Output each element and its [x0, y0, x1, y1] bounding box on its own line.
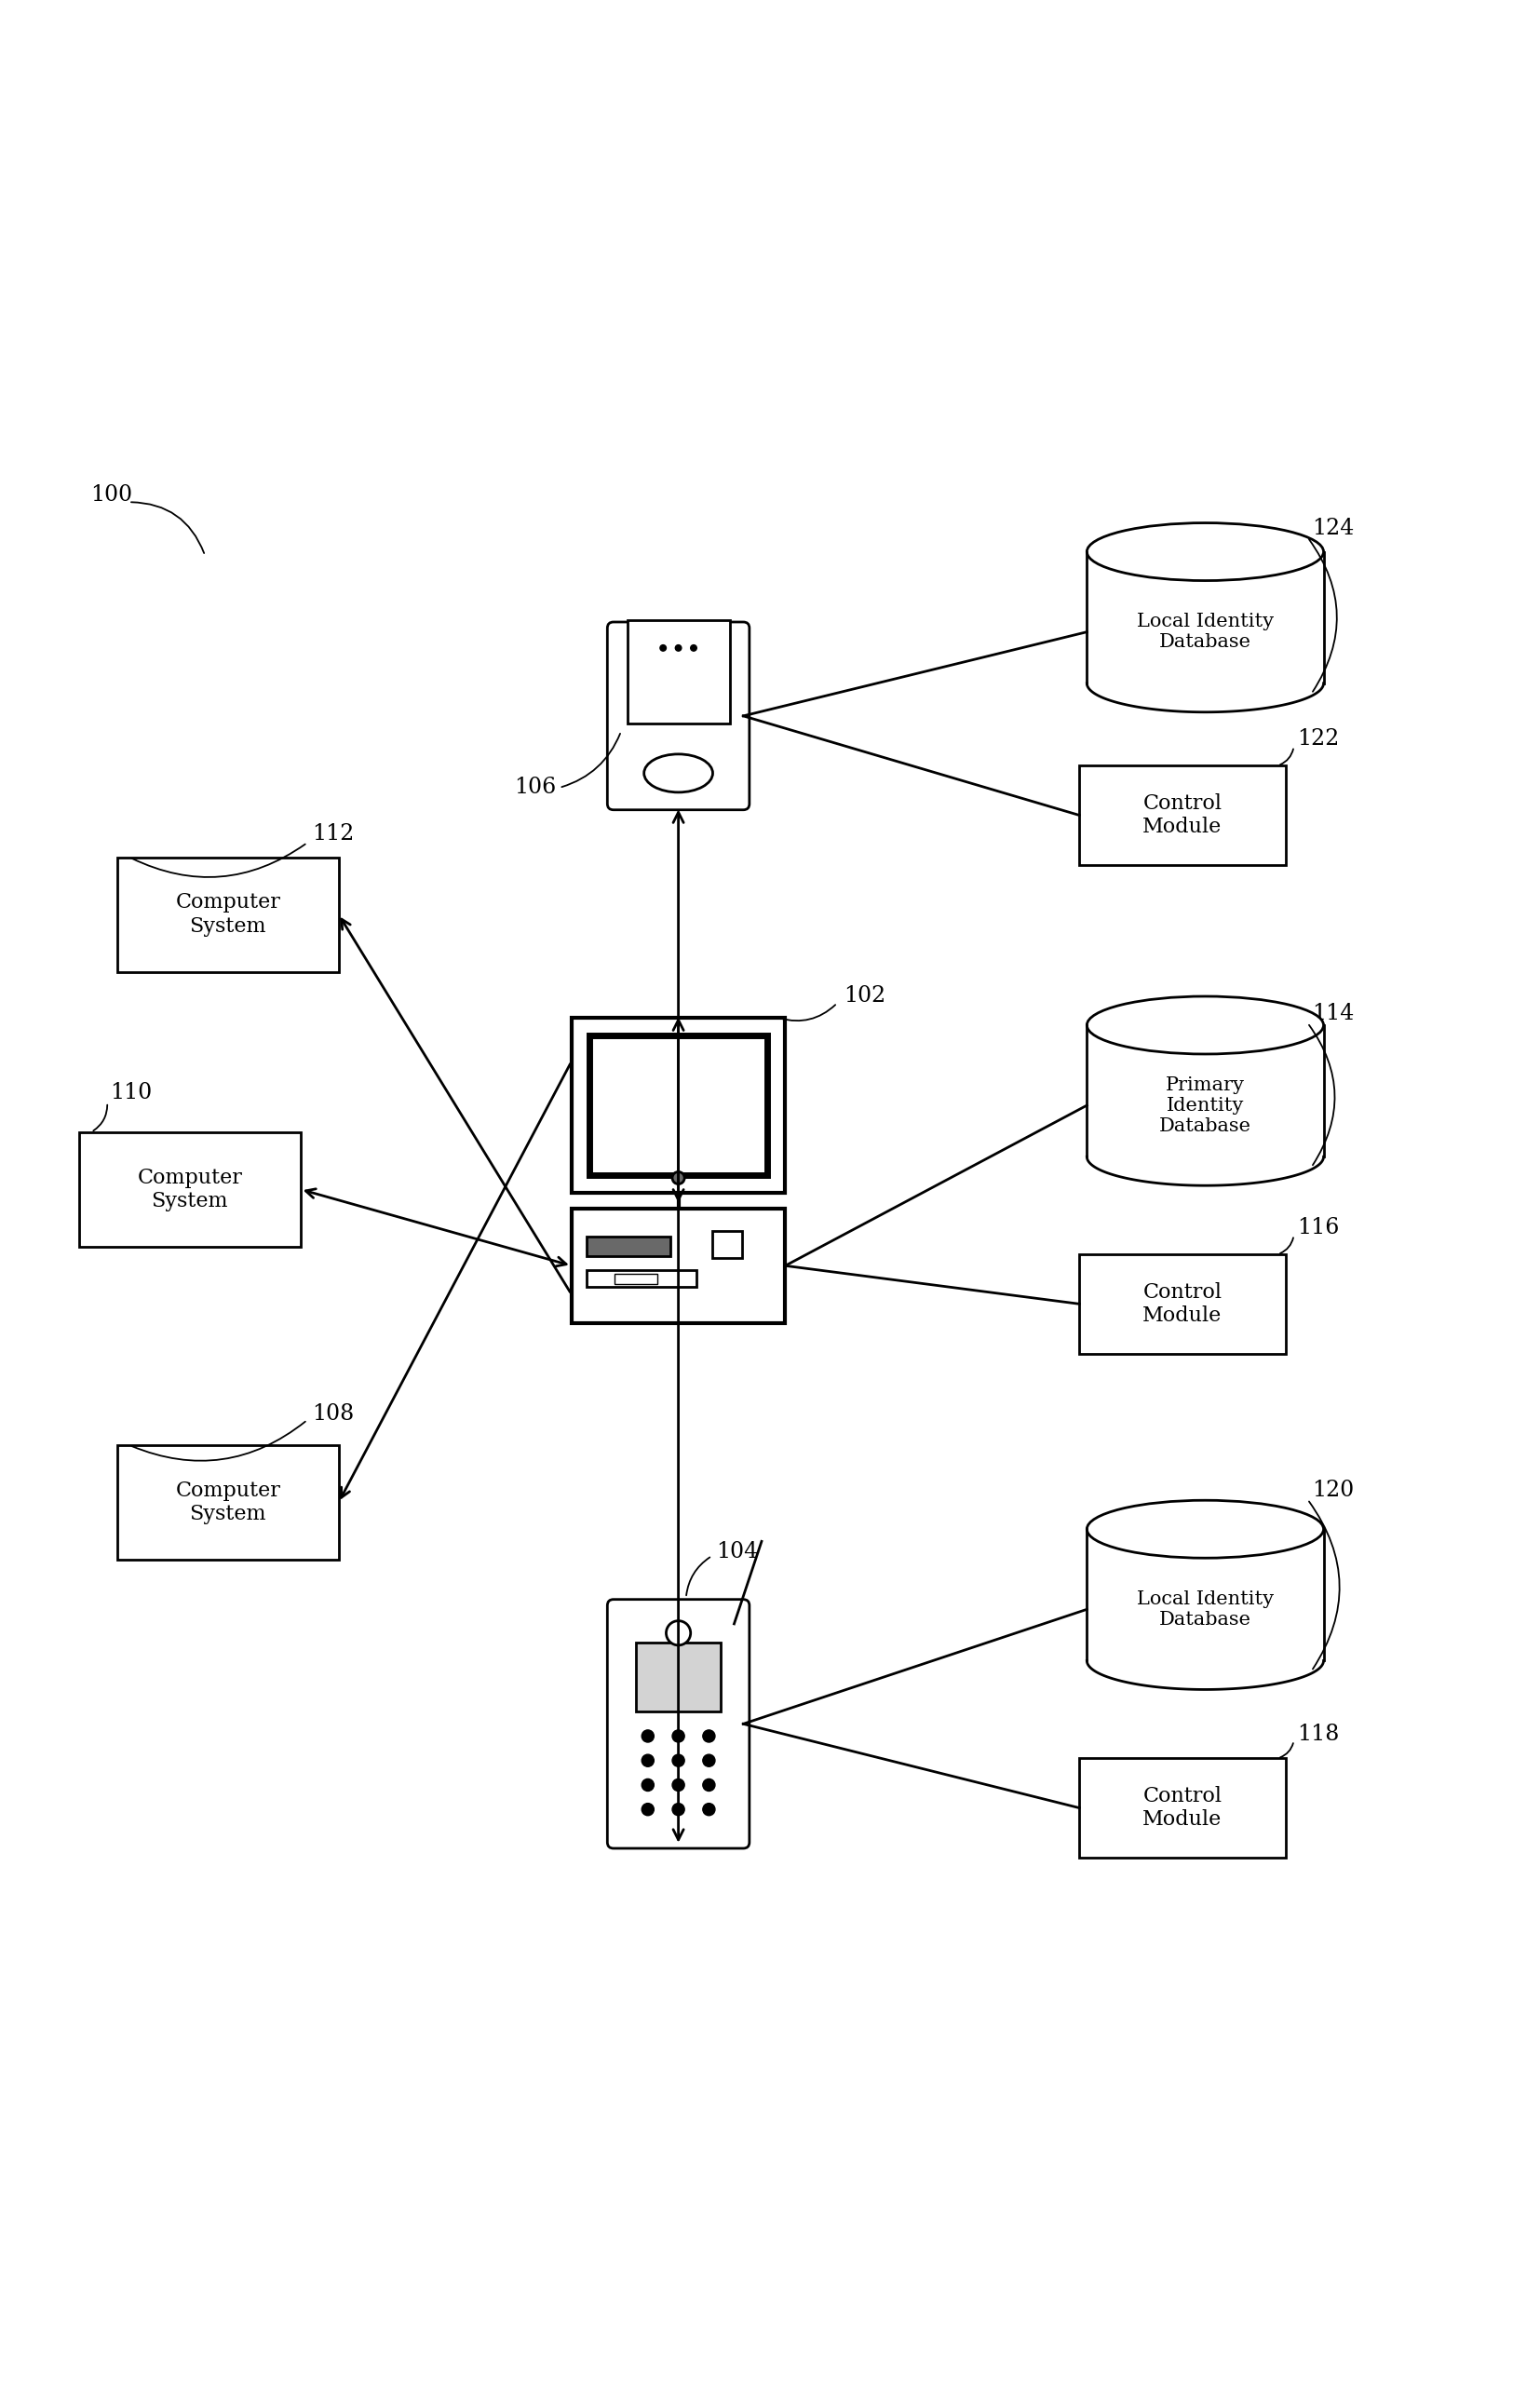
Text: Local Identity
Database: Local Identity Database: [1137, 613, 1274, 651]
Circle shape: [690, 644, 696, 651]
Bar: [587, 1238, 671, 1257]
Text: 110: 110: [111, 1082, 152, 1104]
Circle shape: [673, 1731, 684, 1743]
Ellipse shape: [1087, 1501, 1323, 1558]
Bar: [614, 1274, 658, 1283]
Circle shape: [673, 1171, 684, 1185]
Text: 106: 106: [514, 778, 556, 800]
Text: Computer
System: Computer System: [137, 1168, 242, 1211]
Text: 100: 100: [91, 484, 132, 505]
Circle shape: [702, 1755, 715, 1767]
Bar: [1087, 1025, 1323, 1156]
Bar: [636, 1642, 721, 1712]
Bar: [117, 857, 339, 972]
Text: 102: 102: [844, 984, 886, 1005]
Bar: [590, 1037, 767, 1175]
Ellipse shape: [1087, 522, 1323, 582]
Circle shape: [673, 1803, 684, 1815]
Bar: [587, 1271, 696, 1288]
Circle shape: [642, 1803, 654, 1815]
Text: 122: 122: [1297, 728, 1340, 749]
Circle shape: [642, 1755, 654, 1767]
Text: Control
Module: Control Module: [1143, 792, 1223, 838]
Circle shape: [673, 1779, 684, 1791]
Text: 124: 124: [1312, 517, 1354, 539]
Circle shape: [676, 644, 681, 651]
Circle shape: [642, 1779, 654, 1791]
Circle shape: [673, 1755, 684, 1767]
Ellipse shape: [644, 754, 713, 792]
Text: 112: 112: [313, 824, 354, 845]
Text: 104: 104: [716, 1542, 759, 1561]
Bar: [1080, 1254, 1286, 1353]
Circle shape: [661, 644, 667, 651]
Bar: [1080, 766, 1286, 864]
Bar: [79, 1132, 300, 1247]
Text: Control
Module: Control Module: [1143, 1281, 1223, 1326]
FancyBboxPatch shape: [607, 622, 750, 809]
Text: 120: 120: [1312, 1479, 1354, 1501]
Text: 114: 114: [1312, 1003, 1354, 1025]
Bar: [1087, 551, 1323, 682]
FancyBboxPatch shape: [607, 1599, 750, 1848]
Bar: [571, 1017, 785, 1192]
Bar: [627, 620, 730, 723]
Text: 116: 116: [1297, 1216, 1340, 1238]
Text: 118: 118: [1297, 1724, 1340, 1745]
Circle shape: [702, 1803, 715, 1815]
Bar: [1087, 1530, 1323, 1661]
Text: 108: 108: [313, 1403, 354, 1424]
Text: Primary
Identity
Database: Primary Identity Database: [1160, 1075, 1252, 1135]
Bar: [1080, 1757, 1286, 1858]
Ellipse shape: [1087, 996, 1323, 1053]
Bar: [571, 1209, 785, 1324]
Text: Computer
System: Computer System: [176, 893, 280, 936]
Circle shape: [667, 1621, 690, 1645]
Circle shape: [702, 1731, 715, 1743]
Text: Computer
System: Computer System: [176, 1479, 280, 1525]
Bar: [711, 1231, 742, 1259]
Circle shape: [702, 1779, 715, 1791]
Circle shape: [642, 1731, 654, 1743]
Text: Local Identity
Database: Local Identity Database: [1137, 1590, 1274, 1628]
Text: Control
Module: Control Module: [1143, 1786, 1223, 1829]
Bar: [117, 1446, 339, 1561]
